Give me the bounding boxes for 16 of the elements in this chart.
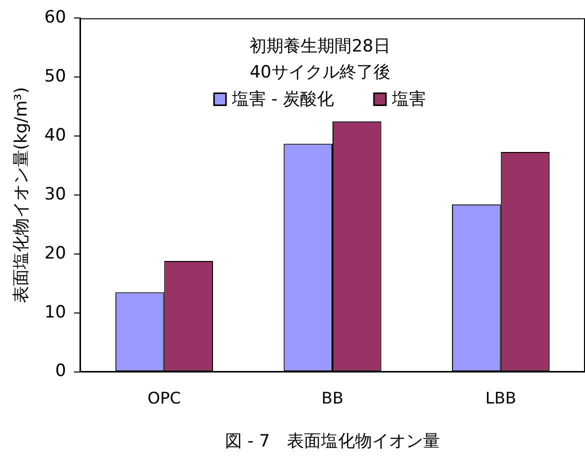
legend-label: 塩害 — [390, 90, 426, 110]
y-tick-label: 60 — [44, 8, 66, 28]
x-tick-label: OPC — [147, 388, 181, 408]
y-tick-label: 50 — [44, 66, 66, 87]
x-tick-label: BB — [322, 388, 344, 408]
y-tick-label: 0 — [55, 361, 66, 382]
text: 図 - 7 表面塩化物イオン量 — [225, 431, 440, 452]
legend-label: 塩害 - 炭酸化 — [231, 90, 334, 110]
y-tick-label: 30 — [44, 184, 66, 204]
annotation: 40サイクル終了後 — [250, 62, 390, 83]
y-axis-title: 表面塩化物イオン量(kg/m³) — [12, 86, 32, 304]
y-tick-label: 20 — [44, 243, 66, 264]
annotation: 初期養生期間28日 — [250, 36, 390, 57]
y-tick-label: 40 — [44, 125, 66, 146]
y-tick-label: 10 — [44, 302, 66, 322]
x-tick-label: LBB — [485, 388, 516, 408]
